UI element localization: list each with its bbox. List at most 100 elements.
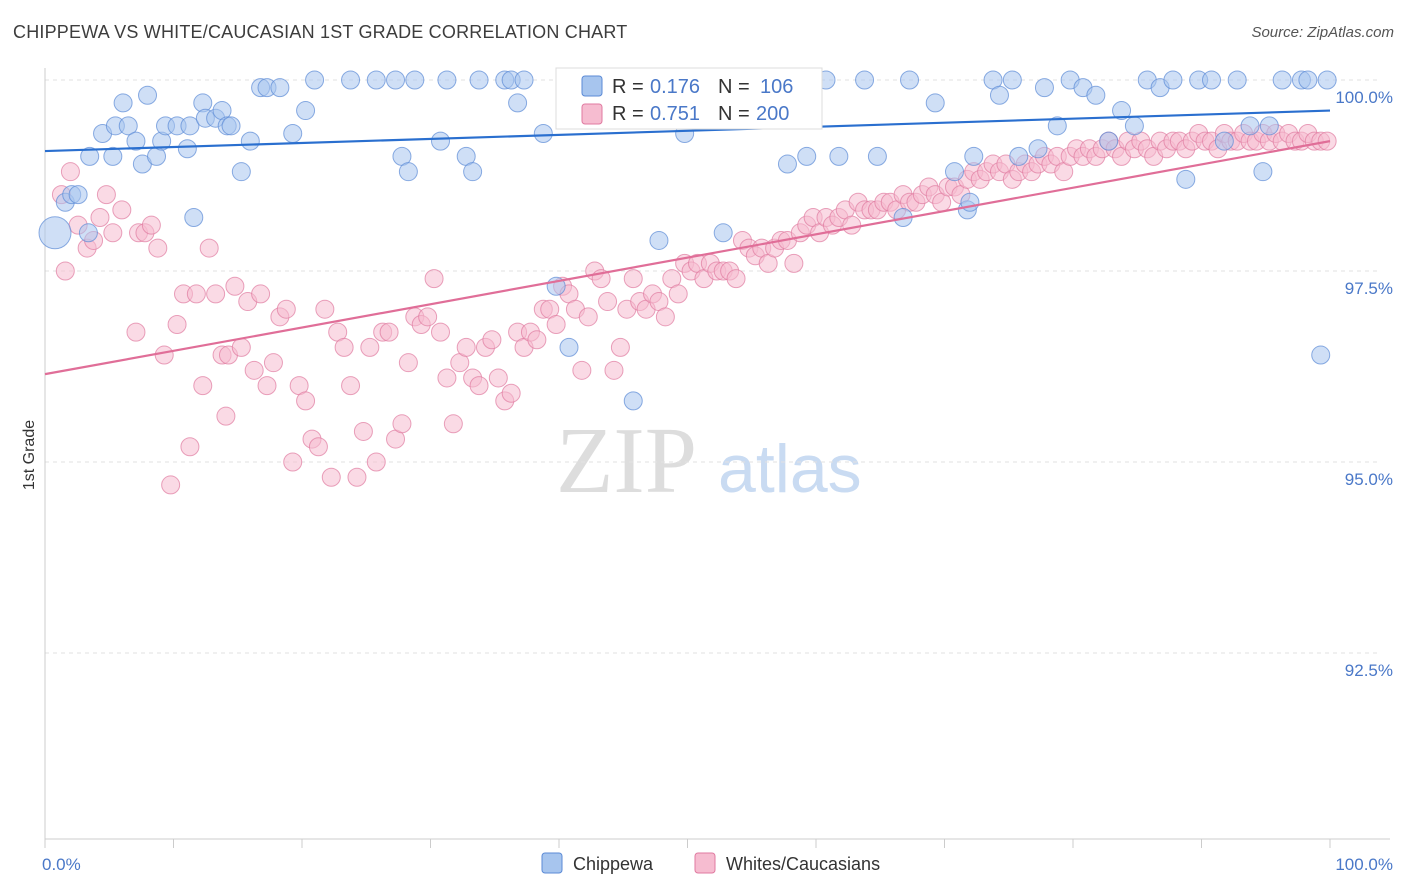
point-chippewa-106 <box>1311 345 1331 365</box>
point-chippewa-94 <box>1163 70 1183 90</box>
point-chippewa-48 <box>508 93 528 113</box>
point-chippewa-39 <box>398 162 418 182</box>
point-whites-25 <box>216 406 236 426</box>
point-whites-36 <box>283 452 303 472</box>
point-chippewa-11 <box>126 131 146 151</box>
point-whites-74 <box>527 330 547 350</box>
point-whites-61 <box>443 414 463 434</box>
point-chippewa-84 <box>1034 78 1054 98</box>
point-chippewa-45 <box>469 70 489 90</box>
point-chippewa-27 <box>231 162 251 182</box>
legend-r-value-whites: 0.751 <box>650 103 700 125</box>
point-chippewa-41 <box>431 131 450 151</box>
point-chippewa-107 <box>1317 70 1337 90</box>
point-chippewa-102 <box>1259 116 1279 136</box>
point-whites-68 <box>488 368 508 388</box>
point-whites-48 <box>360 337 380 357</box>
point-whites-1 <box>55 261 75 281</box>
point-chippewa-5 <box>80 146 100 166</box>
point-chippewa-20 <box>184 208 204 228</box>
point-whites-86 <box>604 360 624 380</box>
point-chippewa-57 <box>649 230 669 250</box>
bottom-legend-swatch-whites <box>694 852 716 874</box>
point-whites-85 <box>598 292 618 312</box>
trend-line-chippewa <box>44 109 1331 153</box>
point-chippewa-7 <box>103 146 123 166</box>
chart-source: Source: ZipAtlas.com <box>1251 24 1394 41</box>
point-chippewa-69 <box>829 146 849 166</box>
trend-lines <box>44 109 1331 376</box>
point-whites-9 <box>112 200 132 220</box>
legend-r-label-2: R = <box>612 103 644 125</box>
point-chippewa-40 <box>405 70 425 90</box>
point-chippewa-50 <box>533 123 553 143</box>
point-chippewa-78 <box>964 146 984 166</box>
legend-n-value-chippewa: 106 <box>760 76 793 98</box>
watermark-atlas: atlas <box>718 431 862 507</box>
point-whites-47 <box>353 421 373 441</box>
trend-line-whites <box>44 140 1331 376</box>
legend-n-label-2: N = <box>718 103 750 125</box>
point-whites-63 <box>456 337 476 357</box>
y-tick-label-0: 100.0% <box>1335 88 1393 107</box>
point-whites-89 <box>623 269 643 289</box>
point-chippewa-75 <box>945 162 964 182</box>
legend-swatch-chippewa <box>581 75 603 97</box>
point-chippewa-82 <box>1009 146 1029 166</box>
point-whites-14 <box>148 238 168 258</box>
tick-labels: 100.0% 97.5% 95.0% 92.5% 0.0% 100.0% <box>42 88 1393 874</box>
point-whites-17 <box>167 314 187 334</box>
point-chippewa-19 <box>180 116 200 136</box>
data-points <box>38 70 1337 495</box>
point-chippewa-70 <box>855 70 875 90</box>
point-chippewa-9 <box>113 93 133 113</box>
point-chippewa-34 <box>305 70 325 90</box>
bottom-legend-label-whites: Whites/Caucasians <box>726 854 880 874</box>
point-chippewa-105 <box>1298 70 1318 90</box>
point-whites-19 <box>180 437 200 457</box>
point-chippewa-71 <box>867 146 887 166</box>
point-whites-22 <box>199 238 219 258</box>
point-whites-81 <box>572 360 592 380</box>
point-chippewa-74 <box>925 93 945 113</box>
point-chippewa-67 <box>797 146 817 166</box>
point-chippewa-37 <box>386 70 406 90</box>
point-whites-21 <box>193 376 213 396</box>
point-whites-87 <box>610 337 630 357</box>
point-chippewa-89 <box>1099 131 1119 151</box>
point-whites-16 <box>161 475 181 495</box>
point-chippewa-35 <box>341 70 361 90</box>
x-tick-label-start: 0.0% <box>42 855 81 874</box>
point-whites-123 <box>842 215 862 235</box>
point-chippewa-33 <box>296 101 316 121</box>
point-whites-51 <box>379 322 399 342</box>
point-chippewa-26 <box>221 116 241 136</box>
point-chippewa-99 <box>1227 70 1247 90</box>
point-whites-49 <box>366 452 386 472</box>
point-whites-20 <box>186 284 206 304</box>
point-chippewa-73 <box>900 70 920 90</box>
point-chippewa-28 <box>240 131 260 151</box>
bottom-legend-label-chippewa: Chippewa <box>573 854 654 874</box>
x-tick-label-end: 100.0% <box>1335 855 1393 874</box>
point-chippewa-97 <box>1202 70 1221 90</box>
legend-box: R = 0.176 N = 106 R = 0.751 N = 200 <box>555 67 823 130</box>
point-whites-82 <box>578 307 598 327</box>
point-chippewa-10 <box>118 116 138 136</box>
point-whites-35 <box>276 299 296 319</box>
y-tick-label-1: 97.5% <box>1345 279 1393 298</box>
point-chippewa-85 <box>1047 116 1067 136</box>
point-whites-41 <box>315 299 335 319</box>
point-chippewa-100 <box>1240 116 1260 136</box>
point-whites-42 <box>321 467 341 487</box>
point-whites-27 <box>225 276 245 296</box>
point-chippewa-31 <box>270 78 290 98</box>
point-chippewa-80 <box>989 85 1009 105</box>
legend-n-label-1: N = <box>718 76 750 98</box>
point-chippewa-4 <box>78 223 98 243</box>
point-chippewa-52 <box>559 337 579 357</box>
point-chippewa-90 <box>1112 101 1132 121</box>
point-whites-114 <box>784 253 804 273</box>
point-chippewa-36 <box>366 70 386 90</box>
point-whites-57 <box>418 307 438 327</box>
